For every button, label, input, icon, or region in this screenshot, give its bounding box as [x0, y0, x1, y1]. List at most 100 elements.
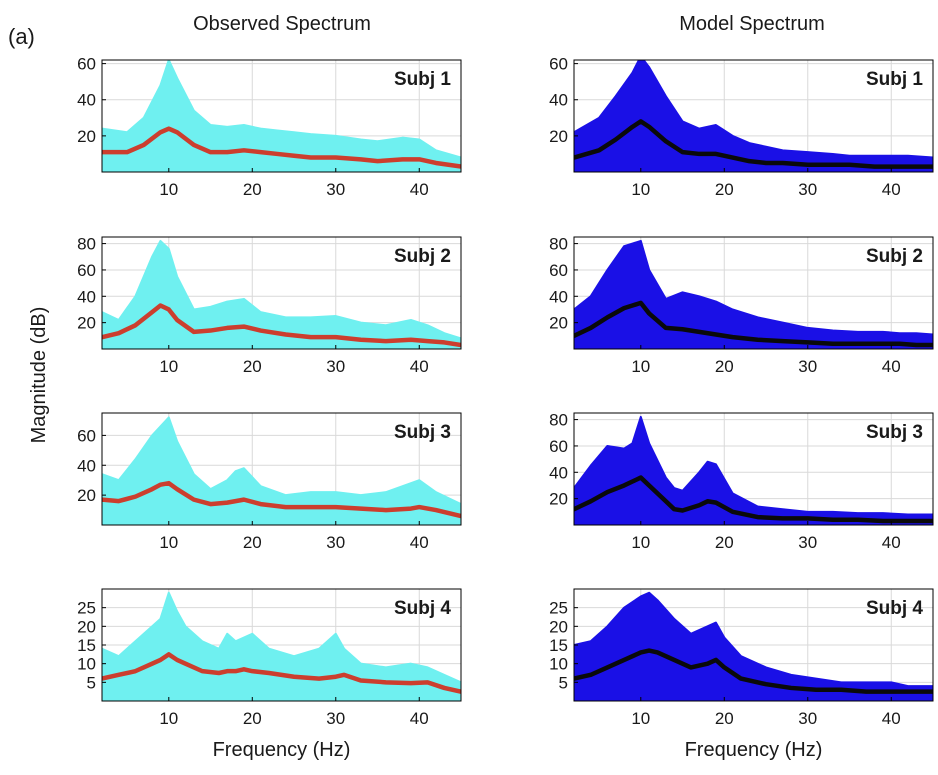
- subject-label-model-3: Subj 3: [866, 422, 923, 443]
- x-tick-label: 30: [326, 533, 345, 552]
- subject-label-model-2: Subj 2: [866, 246, 923, 267]
- plot-area-observed-3: [102, 416, 461, 525]
- x-tick-label: 20: [243, 357, 262, 376]
- band-model-1: [574, 60, 933, 172]
- y-tick-label: 25: [77, 599, 96, 618]
- y-tick-label: 25: [549, 599, 568, 618]
- x-tick-label: 20: [243, 180, 262, 199]
- y-axis-label: Magnitude (dB): [28, 307, 50, 444]
- plot-area-observed-4: [102, 591, 461, 701]
- axes-frame-observed-2: [101, 236, 462, 350]
- panel-model-3: 10 20 30 40 20 40 60 80 Subj 3: [549, 411, 934, 552]
- mean-line-model-4: [574, 648, 933, 694]
- x-tick-label: 30: [326, 357, 345, 376]
- x-tick-label: 40: [882, 357, 901, 376]
- mean-line-observed-2: [102, 303, 461, 348]
- x-tick-label: 30: [798, 180, 817, 199]
- band-observed-2: [102, 239, 461, 349]
- band-model-2: [574, 239, 933, 349]
- axes-frame-model-2: [573, 236, 934, 350]
- axes-frame-observed-1: [101, 59, 462, 173]
- y-tick-label: 15: [77, 636, 96, 655]
- x-tick-label: 10: [631, 533, 650, 552]
- x-tick-label: 40: [882, 709, 901, 728]
- x-tick-label: 10: [631, 709, 650, 728]
- x-tick-label: 10: [631, 180, 650, 199]
- plot-area-observed-2: [102, 239, 461, 349]
- x-tick-label: 20: [715, 709, 734, 728]
- column-title-observed: Observed Spectrum: [193, 13, 371, 35]
- plot-area-model-4: [574, 591, 933, 701]
- x-tick-label: 20: [715, 357, 734, 376]
- y-tick-label: 40: [77, 287, 96, 306]
- panel-observed-1: 10 20 30 40 20 40 60 Subj 1: [77, 55, 462, 199]
- y-tick-label: 20: [549, 314, 568, 333]
- mean-line-model-1: [574, 119, 933, 169]
- panels: 10 20 30 40 20 40 60 Subj 1 10 20 30 40 20 40 60 Subj 1…: [77, 55, 934, 761]
- y-tick-label: 15: [549, 636, 568, 655]
- panel-label: (a): [8, 24, 35, 49]
- x-tick-label: 10: [159, 180, 178, 199]
- mean-line-model-2: [574, 300, 933, 348]
- y-tick-label: 20: [77, 127, 96, 146]
- column-title-model: Model Spectrum: [679, 13, 825, 35]
- y-tick-label: 20: [77, 486, 96, 505]
- x-axis-label-model-4: Frequency (Hz): [685, 739, 823, 761]
- panel-observed-2: 10 20 30 40 20 40 60 80 Subj 2: [77, 235, 462, 376]
- x-tick-label: 10: [159, 357, 178, 376]
- panel-model-1: 10 20 30 40 20 40 60 Subj 1: [549, 55, 934, 199]
- x-tick-label: 30: [798, 357, 817, 376]
- x-axis-label-observed-4: Frequency (Hz): [213, 739, 351, 761]
- y-tick-label: 60: [549, 55, 568, 74]
- y-tick-label: 20: [549, 617, 568, 636]
- subject-label-observed-1: Subj 1: [394, 69, 451, 90]
- x-tick-label: 40: [882, 180, 901, 199]
- y-tick-label: 40: [77, 456, 96, 475]
- y-tick-label: 40: [549, 91, 568, 110]
- axes-frame-observed-3: [101, 412, 462, 526]
- x-tick-label: 30: [798, 709, 817, 728]
- y-tick-label: 40: [77, 91, 96, 110]
- axes-frame-model-3: [573, 412, 934, 526]
- x-tick-label: 40: [882, 533, 901, 552]
- y-tick-label: 60: [77, 55, 96, 74]
- panel-observed-3: 10 20 30 40 20 40 60 Subj 3: [77, 412, 462, 552]
- x-tick-label: 40: [410, 533, 429, 552]
- y-tick-label: 60: [549, 437, 568, 456]
- x-tick-label: 30: [798, 533, 817, 552]
- y-tick-label: 80: [549, 411, 568, 430]
- x-tick-label: 20: [243, 709, 262, 728]
- x-tick-label: 30: [326, 180, 345, 199]
- x-tick-label: 20: [243, 533, 262, 552]
- x-tick-label: 20: [715, 533, 734, 552]
- plot-area-model-3: [574, 415, 933, 525]
- x-tick-label: 10: [159, 533, 178, 552]
- x-tick-label: 40: [410, 180, 429, 199]
- y-tick-label: 20: [549, 490, 568, 509]
- x-tick-label: 20: [715, 180, 734, 199]
- x-tick-label: 10: [159, 709, 178, 728]
- plot-area-observed-1: [102, 60, 461, 172]
- mean-line-observed-4: [102, 652, 461, 694]
- subject-label-observed-2: Subj 2: [394, 246, 451, 267]
- subject-label-observed-4: Subj 4: [394, 598, 451, 619]
- x-tick-label: 30: [326, 709, 345, 728]
- plot-area-model-1: [574, 60, 933, 172]
- subject-label-observed-3: Subj 3: [394, 422, 451, 443]
- subject-label-model-4: Subj 4: [866, 598, 923, 619]
- y-tick-label: 60: [77, 261, 96, 280]
- mean-line-observed-3: [102, 480, 461, 519]
- x-tick-label: 10: [631, 357, 650, 376]
- y-tick-label: 5: [87, 673, 96, 692]
- y-tick-label: 60: [77, 426, 96, 445]
- subject-label-model-1: Subj 1: [866, 69, 923, 90]
- x-tick-label: 40: [410, 709, 429, 728]
- y-tick-label: 40: [549, 287, 568, 306]
- mean-line-observed-1: [102, 126, 461, 169]
- axes-frame-model-1: [573, 59, 934, 173]
- band-observed-4: [102, 591, 461, 701]
- y-tick-label: 5: [559, 673, 568, 692]
